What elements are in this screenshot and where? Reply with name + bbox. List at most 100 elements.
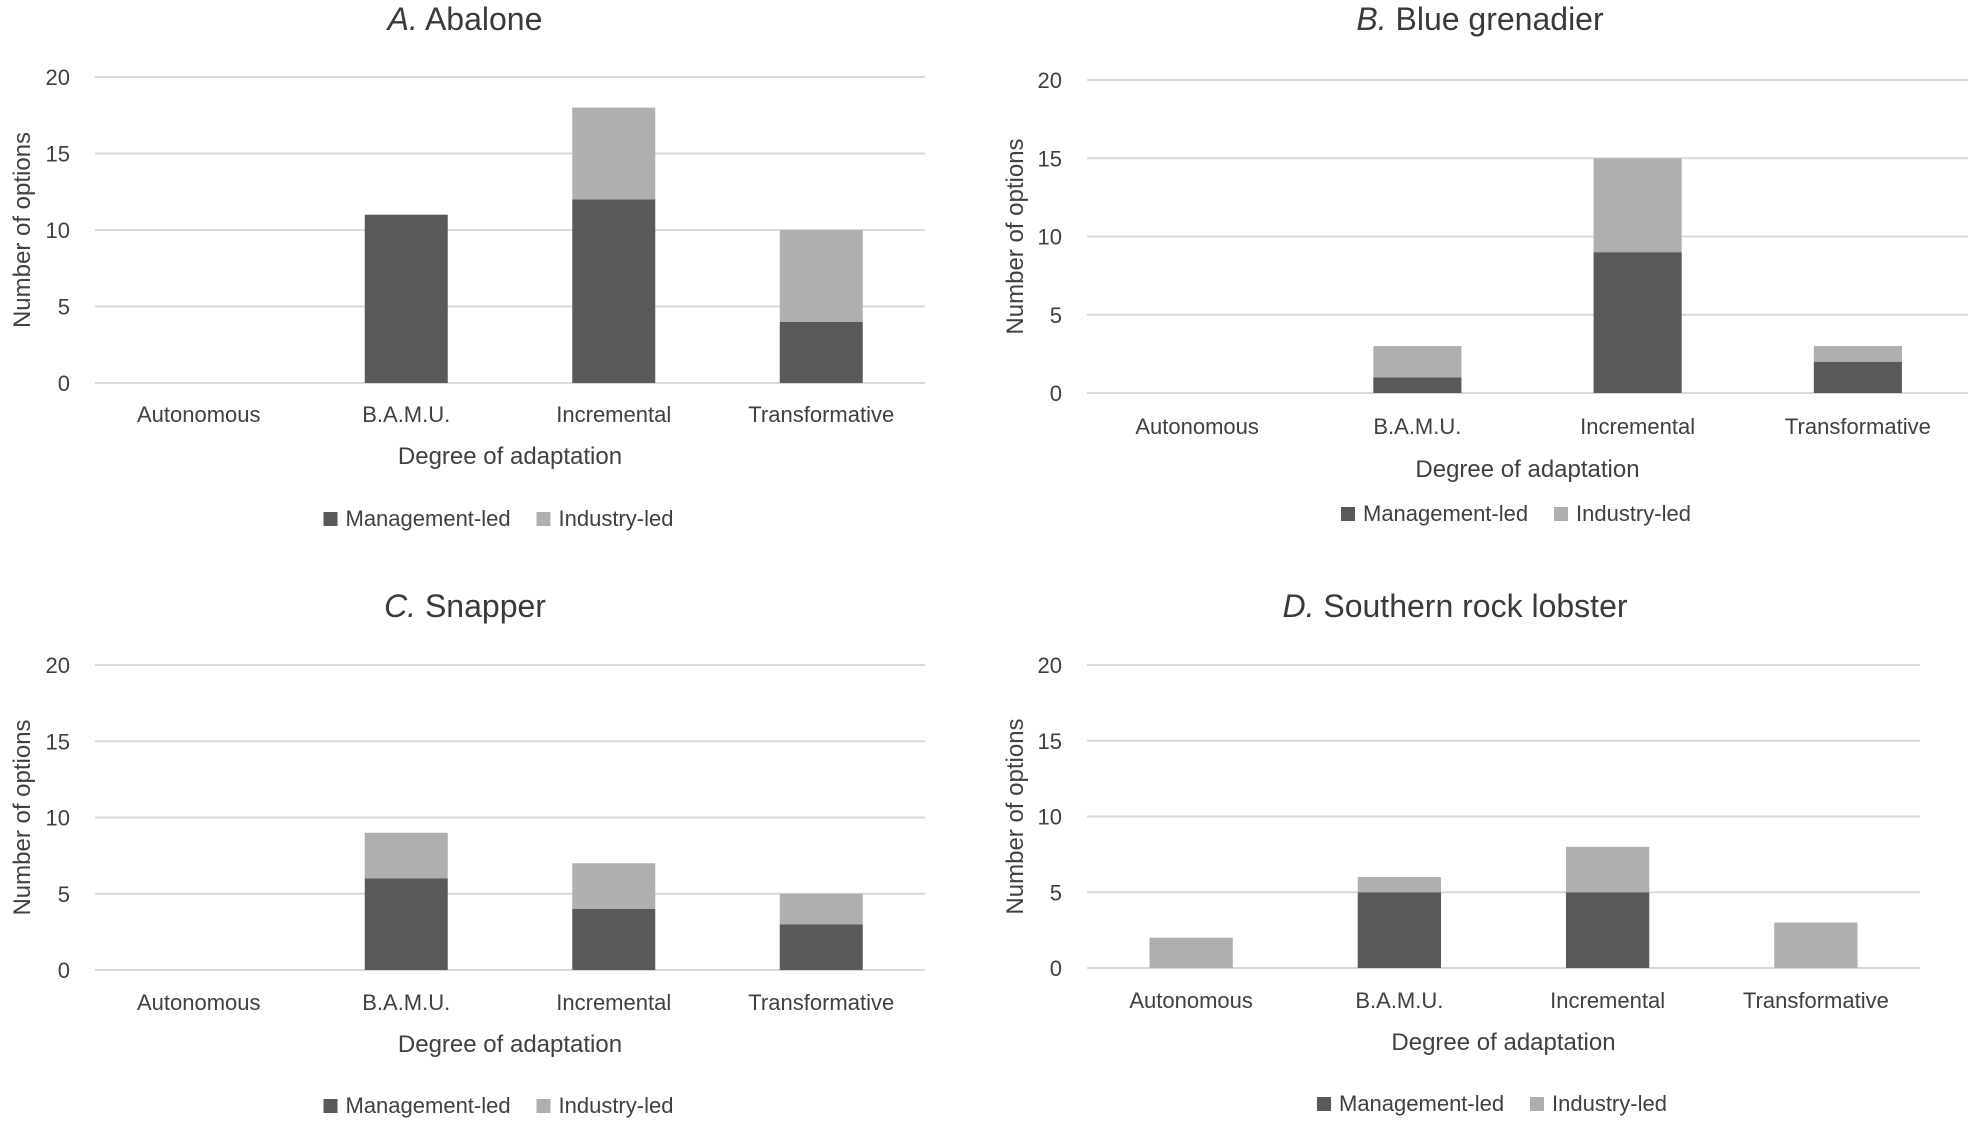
y-tick-label-c-10: 10 xyxy=(46,806,70,831)
legend-label-b-management-led: Management-led xyxy=(1363,501,1528,526)
bar-a-incremental-industry-led xyxy=(572,107,656,200)
chart-title-letter: A. xyxy=(386,1,418,37)
y-tick-label-b-15: 15 xyxy=(1038,146,1062,171)
y-tick-label-c-5: 5 xyxy=(58,882,70,907)
y-tick-label-c-20: 20 xyxy=(46,653,70,678)
legend-swatch-a-management-led xyxy=(323,512,338,526)
chart-title-b: B. Blue grenadier xyxy=(1356,1,1604,37)
chart-title-name: Snapper xyxy=(416,588,546,624)
chart-title-name: Southern rock lobster xyxy=(1314,588,1627,624)
bar-c-b-a-m-u-industry-led xyxy=(364,832,448,879)
legend-label-b-industry-led: Industry-led xyxy=(1576,501,1691,526)
y-tick-label-c-15: 15 xyxy=(46,729,70,754)
x-tick-label-b-transformative: Transformative xyxy=(1785,414,1931,439)
x-axis-label-d: Degree of adaptation xyxy=(1391,1029,1615,1056)
legend-swatch-d-industry-led xyxy=(1530,1097,1544,1111)
legend-label-c-industry-led: Industry-led xyxy=(559,1093,674,1118)
bar-d-autonomous-industry-led xyxy=(1149,937,1233,968)
chart-title-name: Blue grenadier xyxy=(1387,1,1604,37)
legend-label-c-management-led: Management-led xyxy=(346,1093,511,1118)
y-tick-label-d-20: 20 xyxy=(1038,653,1062,678)
x-tick-label-d-b-a-m-u: B.A.M.U. xyxy=(1355,988,1443,1013)
y-tick-label-a-5: 5 xyxy=(58,295,70,320)
y-tick-label-b-0: 0 xyxy=(1050,381,1062,406)
chart-title-letter: D. xyxy=(1282,588,1314,624)
legend-a: Management-led Industry-led xyxy=(323,506,674,531)
x-axis-label-c: Degree of adaptation xyxy=(398,1031,622,1058)
bar-c-b-a-m-u-management-led xyxy=(364,878,448,970)
bar-a-incremental-management-led xyxy=(572,199,656,383)
bar-d-b-a-m-u-management-led xyxy=(1357,892,1442,968)
legend-b: Management-led Industry-led xyxy=(1341,501,1691,526)
y-tick-label-b-20: 20 xyxy=(1038,68,1062,93)
bar-c-transformative-industry-led xyxy=(779,893,863,925)
x-tick-label-b-b-a-m-u: B.A.M.U. xyxy=(1373,414,1461,439)
y-tick-label-a-20: 20 xyxy=(46,65,70,90)
y-tick-label-a-10: 10 xyxy=(46,218,70,243)
x-tick-label-d-incremental: Incremental xyxy=(1550,988,1665,1013)
y-tick-label-b-10: 10 xyxy=(1038,225,1062,250)
bar-b-b-a-m-u-management-led xyxy=(1373,377,1462,393)
chart-title-c: C. Snapper xyxy=(384,588,546,624)
chart-title-d: D. Southern rock lobster xyxy=(1282,588,1627,624)
chart-title-letter: B. xyxy=(1356,1,1386,37)
x-tick-label-c-incremental: Incremental xyxy=(556,990,671,1015)
bar-b-incremental-industry-led xyxy=(1593,158,1682,253)
y-axis-label-c: Number of options xyxy=(9,719,36,915)
y-axis-label-a: Number of options xyxy=(9,132,36,328)
y-axis-label-d: Number of options xyxy=(1002,718,1029,914)
legend-label-a-management-led: Management-led xyxy=(346,506,511,531)
bar-d-incremental-management-led xyxy=(1565,892,1650,968)
bar-b-transformative-industry-led xyxy=(1813,346,1902,362)
x-tick-label-c-transformative: Transformative xyxy=(748,990,894,1015)
legend-swatch-c-management-led xyxy=(323,1099,338,1113)
bar-a-b-a-m-u-management-led xyxy=(364,214,448,383)
chart-panel-d: D. Southern rock lobster 0 5 10 15 20 Number o… xyxy=(1002,588,1920,1116)
chart-title-letter: C. xyxy=(384,588,416,624)
legend-swatch-c-industry-led xyxy=(536,1099,551,1113)
y-tick-label-d-0: 0 xyxy=(1050,956,1062,981)
x-tick-label-a-incremental: Incremental xyxy=(556,402,671,427)
bar-c-incremental-industry-led xyxy=(572,863,656,909)
chart-panel-b: B. Blue grenadier 0 5 10 15 20 Number of optio… xyxy=(1002,1,1968,526)
x-axis-label-a: Degree of adaptation xyxy=(398,443,622,470)
x-tick-label-a-autonomous: Autonomous xyxy=(137,402,261,427)
legend-swatch-b-management-led xyxy=(1341,507,1355,521)
bar-c-transformative-management-led xyxy=(779,924,863,970)
legend-c: Management-led Industry-led xyxy=(323,1093,674,1118)
bar-c-incremental-management-led xyxy=(572,909,656,970)
chart-title-a: A. Abalone xyxy=(386,1,543,37)
x-tick-label-a-b-a-m-u: B.A.M.U. xyxy=(362,402,450,427)
bar-d-transformative-industry-led xyxy=(1774,922,1858,968)
legend-d: Management-led Industry-led xyxy=(1317,1091,1667,1116)
legend-swatch-d-management-led xyxy=(1317,1097,1331,1111)
x-tick-label-a-transformative: Transformative xyxy=(748,402,894,427)
legend-label-d-management-led: Management-led xyxy=(1339,1091,1504,1116)
legend-label-d-industry-led: Industry-led xyxy=(1552,1091,1667,1116)
x-tick-label-c-autonomous: Autonomous xyxy=(137,990,261,1015)
x-tick-label-d-autonomous: Autonomous xyxy=(1129,988,1253,1013)
legend-swatch-a-industry-led xyxy=(536,512,551,526)
y-tick-label-d-10: 10 xyxy=(1038,805,1062,830)
y-tick-label-b-5: 5 xyxy=(1050,303,1062,328)
x-tick-label-b-incremental: Incremental xyxy=(1580,414,1695,439)
bar-a-transformative-management-led xyxy=(779,321,863,383)
y-tick-label-a-15: 15 xyxy=(46,142,70,167)
x-tick-label-b-autonomous: Autonomous xyxy=(1135,414,1259,439)
x-tick-label-d-transformative: Transformative xyxy=(1743,988,1889,1013)
y-axis-label-b: Number of options xyxy=(1002,138,1029,334)
bar-b-b-a-m-u-industry-led xyxy=(1373,346,1462,378)
x-axis-label-b: Degree of adaptation xyxy=(1415,456,1639,483)
legend-label-a-industry-led: Industry-led xyxy=(559,506,674,531)
y-tick-label-c-0: 0 xyxy=(58,958,70,983)
y-tick-label-d-5: 5 xyxy=(1050,880,1062,905)
legend-swatch-b-industry-led xyxy=(1554,507,1568,521)
y-tick-label-a-0: 0 xyxy=(58,371,70,396)
y-tick-label-d-15: 15 xyxy=(1038,729,1062,754)
bar-d-b-a-m-u-industry-led xyxy=(1357,877,1442,893)
x-tick-label-c-b-a-m-u: B.A.M.U. xyxy=(362,990,450,1015)
bar-d-incremental-industry-led xyxy=(1565,846,1650,893)
bar-a-transformative-industry-led xyxy=(779,230,863,322)
chart-panel-a: A. Abalone 0 5 10 15 20 Number of options Auton… xyxy=(9,1,925,531)
